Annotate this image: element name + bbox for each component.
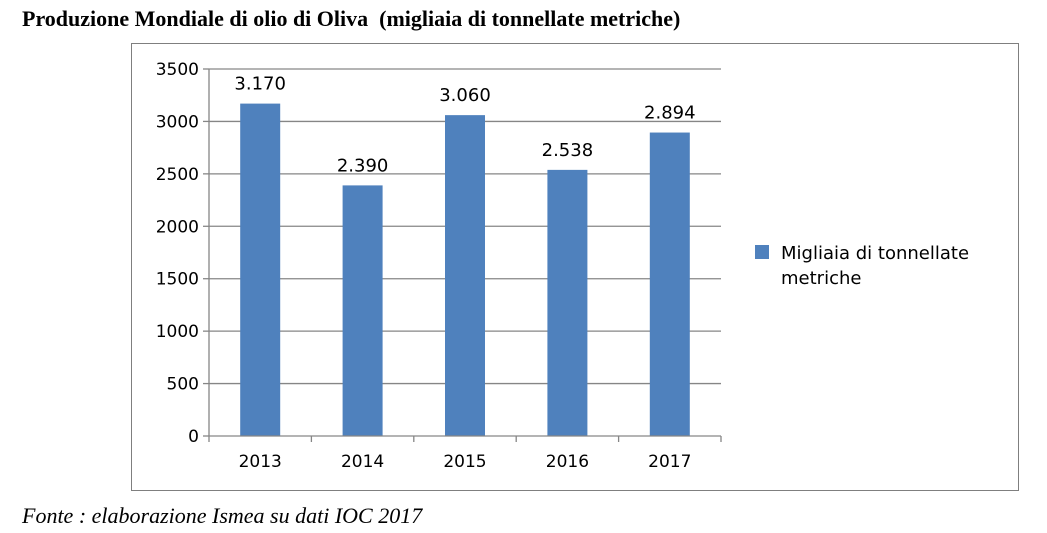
data-label: 2.538 <box>542 140 594 161</box>
axes: 0 500 1000 1500 2000 2500 3000 3500 2013 2014 2015… <box>156 60 722 472</box>
data-label: 2.894 <box>644 103 696 124</box>
data-label: 3.060 <box>439 85 491 106</box>
x-tick-label: 2015 <box>443 452 486 472</box>
y-tick-label: 3500 <box>156 60 199 80</box>
chart-title: Produzione Mondiale di olio di Oliva (mi… <box>22 6 681 31</box>
data-label: 2.390 <box>337 155 389 176</box>
bar <box>342 185 383 436</box>
y-tick-label: 1500 <box>156 270 199 290</box>
y-tick-label: 2000 <box>156 217 199 237</box>
y-tick-label: 500 <box>167 375 199 395</box>
source-note: Fonte : elaborazione Ismea su dati IOC 2… <box>22 503 423 528</box>
legend-label: Migliaia di tonnellate <box>781 243 969 264</box>
x-tick-label: 2016 <box>546 452 589 472</box>
bar <box>445 115 485 436</box>
bar <box>649 132 690 436</box>
chart-frame: 0 500 1000 1500 2000 2500 3000 3500 2013 2014 2015… <box>131 43 1019 491</box>
bar <box>240 103 281 437</box>
bar <box>547 169 588 437</box>
data-labels: 3.170 2.390 3.060 2.538 2.894 <box>234 74 695 177</box>
y-tick-label: 3000 <box>156 112 199 132</box>
y-tick-label: 2500 <box>156 165 199 185</box>
y-tick-label: 1000 <box>156 322 199 342</box>
bar-chart: 0 500 1000 1500 2000 2500 3000 3500 2013 2014 2015… <box>156 60 969 472</box>
legend-swatch <box>755 245 769 259</box>
x-tick-label: 2014 <box>341 452 384 472</box>
x-tick-label: 2013 <box>239 452 282 472</box>
legend: Migliaia di tonnellate metriche <box>755 243 969 289</box>
data-label: 3.170 <box>234 74 286 95</box>
bars <box>240 103 690 437</box>
y-tick-label: 0 <box>188 427 199 447</box>
legend-label: metriche <box>781 268 861 289</box>
x-tick-label: 2017 <box>648 452 691 472</box>
